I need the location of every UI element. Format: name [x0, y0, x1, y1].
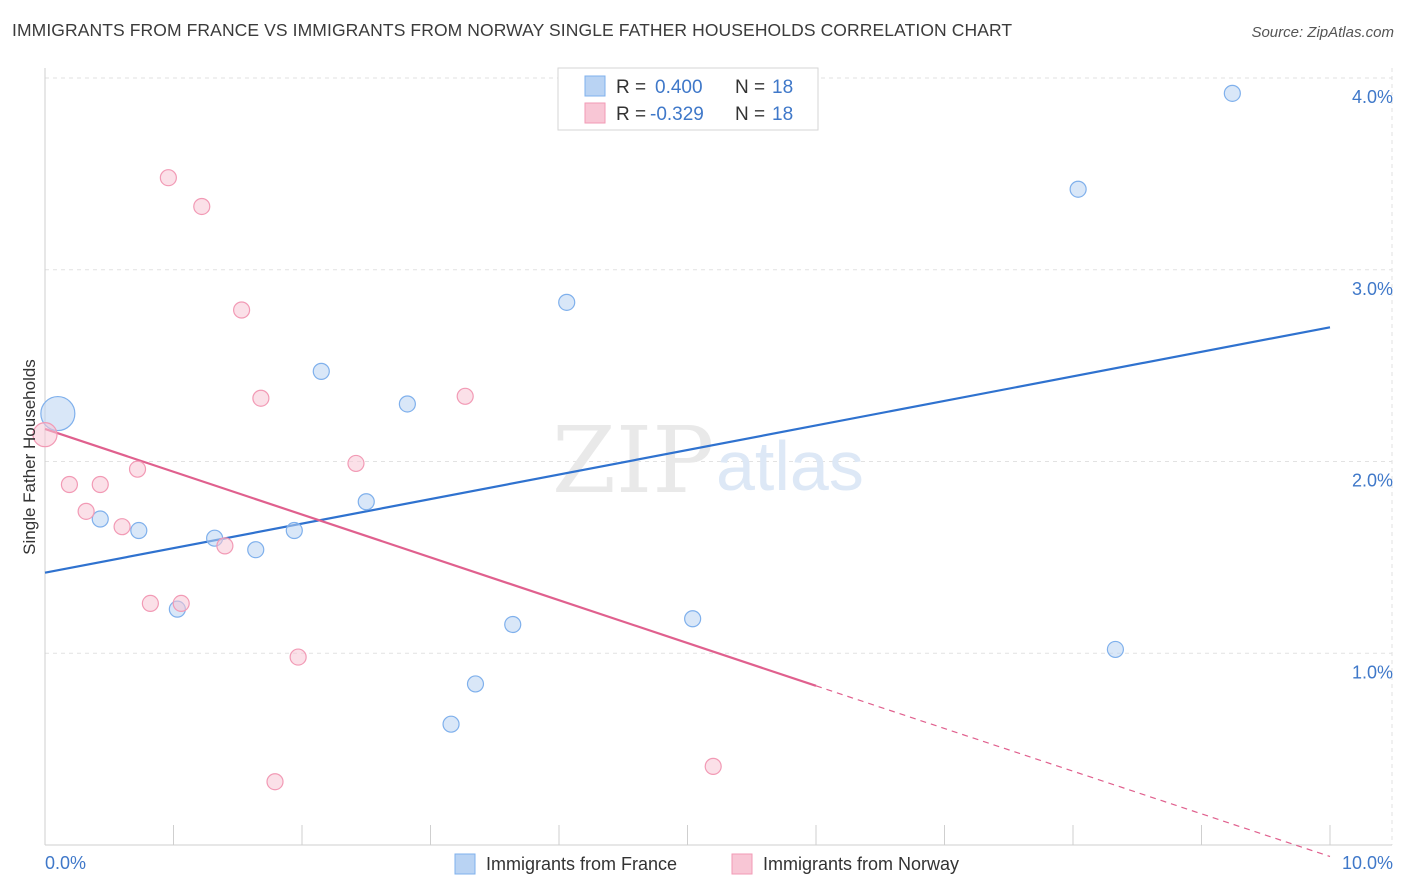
point-norway [77, 502, 95, 520]
y-tick-label: 2.0% [1352, 471, 1393, 491]
point-france [40, 395, 76, 432]
point-france [247, 541, 265, 559]
point-france [1223, 84, 1241, 102]
point-france [91, 510, 109, 528]
y-axis-label: Single Father Households [20, 359, 39, 555]
trend-lines [44, 326, 1331, 858]
point-norway [193, 197, 211, 216]
point-france [466, 675, 485, 693]
point-france [285, 521, 303, 540]
y-tick-label: 4.0% [1352, 87, 1393, 107]
point-norway [60, 475, 79, 494]
point-norway [233, 301, 251, 319]
point-france [504, 615, 522, 634]
point-france [1069, 180, 1087, 198]
point-norway [252, 389, 270, 407]
y-tick-labels: 1.0% 2.0% 3.0% 4.0% [1352, 87, 1393, 682]
bottom-legend-label-france: Immigrants from France [486, 854, 677, 874]
point-france [442, 715, 460, 733]
watermark-atlas: atlas [716, 427, 864, 505]
point-norway [113, 518, 131, 536]
point-norway [32, 422, 58, 448]
point-norway [266, 773, 284, 791]
y-tick-label: 1.0% [1352, 662, 1393, 682]
point-norway [347, 454, 365, 473]
legend-n-value-france: 18 [772, 77, 793, 98]
source-label: Source: ZipAtlas.com [1251, 24, 1394, 41]
chart-title: IMMIGRANTS FROM FRANCE VS IMMIGRANTS FRO… [12, 20, 1013, 40]
bottom-legend: Immigrants from France Immigrants from N… [454, 853, 959, 875]
point-norway [91, 475, 109, 494]
point-france [684, 610, 702, 628]
point-norway [141, 594, 159, 612]
point-norway [159, 169, 177, 187]
bottom-legend-label-norway: Immigrants from Norway [763, 854, 959, 874]
legend-r-label-france: R = [616, 77, 646, 98]
legend-n-value-norway: 18 [772, 104, 793, 125]
data-points [32, 84, 1241, 791]
point-norway [456, 387, 474, 405]
point-france [312, 362, 330, 380]
point-france [558, 293, 576, 311]
point-france [130, 521, 148, 540]
legend-swatch-norway [584, 102, 606, 124]
point-france [1106, 640, 1125, 659]
point-france [398, 395, 416, 413]
y-tick-label: 3.0% [1352, 279, 1393, 299]
bottom-legend-swatch-norway [731, 853, 753, 875]
point-norway [128, 460, 147, 478]
trend-line-norway-extension [815, 685, 1331, 858]
x-tick-labels: 0.0% 10.0% [45, 853, 1393, 873]
point-france [357, 493, 375, 511]
point-norway [704, 757, 722, 775]
trend-line-france [44, 326, 1331, 574]
bottom-legend-swatch-france [454, 853, 476, 875]
point-norway [216, 537, 234, 555]
legend-n-label-france: N = [735, 77, 765, 98]
legend-n-label-norway: N = [735, 104, 765, 125]
legend-box: R = 0.400 N = 18 R = -0.329 N = 18 [557, 67, 819, 131]
x-tick-label: 0.0% [45, 853, 86, 873]
legend-r-value-norway: -0.329 [650, 104, 704, 125]
watermark: ZIP atlas [552, 407, 864, 514]
x-tick-label: 10.0% [1342, 853, 1393, 873]
legend-swatch-france [584, 75, 606, 97]
legend-r-label-norway: R = [616, 104, 646, 125]
trend-line-norway [44, 427, 817, 687]
legend-r-value-france: 0.400 [655, 77, 703, 98]
point-norway [172, 594, 190, 612]
point-norway [289, 648, 307, 666]
axes [44, 68, 1392, 846]
